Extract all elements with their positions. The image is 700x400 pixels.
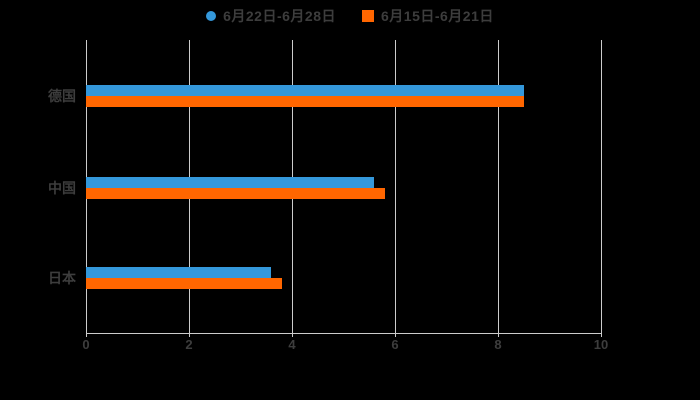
- bar-week1-0: [86, 96, 524, 107]
- bar-week1-1: [86, 187, 385, 199]
- axis-tick: [601, 333, 602, 337]
- category-label: 中国: [48, 179, 76, 196]
- axis-tick: [395, 333, 396, 337]
- category-label: 德国: [48, 88, 76, 104]
- axis-tick: [189, 333, 190, 337]
- legend-label: 6月15日-6月21日: [381, 8, 494, 24]
- axis-tick: [292, 333, 293, 337]
- bar-week2-2: [86, 267, 271, 278]
- x-tick-label: 0: [82, 337, 90, 352]
- x-tick-label: 10: [593, 337, 609, 352]
- legend: 6月22日-6月28日 6月15日-6月21日: [0, 6, 700, 26]
- x-tick-label: 4: [288, 337, 296, 352]
- bar-week2-0: [86, 85, 524, 96]
- legend-swatch-circle: [206, 11, 217, 21]
- legend-item: 6月15日-6月21日: [362, 6, 494, 26]
- axis-tick: [86, 333, 87, 337]
- axis-tick: [498, 333, 499, 337]
- gridline: [395, 40, 396, 333]
- bar-week2-1: [86, 176, 374, 188]
- legend-swatch-square: [362, 10, 374, 22]
- gridline: [498, 40, 499, 333]
- x-tick-label: 2: [185, 337, 193, 352]
- category-label: 日本: [48, 270, 76, 286]
- bar-week1-2: [86, 278, 282, 289]
- legend-item: 6月22日-6月28日: [206, 6, 336, 26]
- plot-area: [86, 40, 602, 337]
- x-tick-label: 8: [494, 337, 502, 352]
- x-tick-label: 6: [391, 337, 399, 352]
- gridline: [601, 40, 602, 333]
- legend-label: 6月22日-6月28日: [223, 8, 336, 24]
